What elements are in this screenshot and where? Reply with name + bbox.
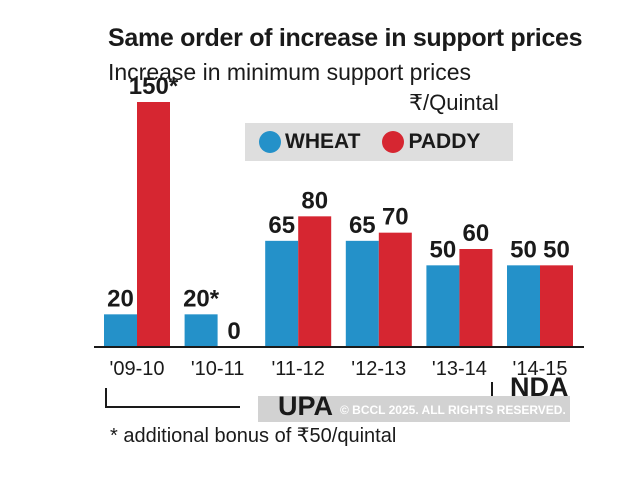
bar-value-label-wheat-4: 50 (430, 236, 457, 263)
x-tick-label-5: '14-15 (513, 358, 568, 380)
bar-value-label-paddy-4: 60 (463, 220, 490, 247)
legend-item-paddy: PADDY (382, 130, 480, 154)
bar-paddy-3 (378, 232, 412, 347)
x-tick-label-3: '12-13 (351, 358, 406, 380)
copyright-notice: © BCCL 2025. ALL RIGHTS RESERVED. (340, 403, 566, 417)
bar-wheat-3 (345, 240, 379, 347)
footnote: * additional bonus of ₹50/quintal (110, 425, 397, 447)
bar-wheat-4 (426, 265, 460, 347)
paddy-swatch-icon (382, 131, 405, 153)
chart-subtitle: Increase in minimum support prices (108, 59, 472, 85)
bar-value-label-wheat-3: 65 (349, 212, 376, 239)
bar-value-label-paddy-5: 50 (543, 236, 570, 263)
upa-band (258, 396, 570, 422)
chart-title: Same order of increase in support prices (108, 24, 583, 52)
bar-value-label-wheat-5: 50 (510, 236, 537, 263)
unit-label: ₹/Quintal (409, 90, 499, 115)
bar-value-label-wheat-2: 65 (268, 212, 295, 239)
nda-group-label: NDA (510, 372, 569, 402)
upa-bracket-vertical (105, 388, 107, 408)
bar-paddy-2 (298, 216, 332, 347)
bar-value-label-wheat-1: 20* (183, 285, 220, 312)
bar-value-label-paddy-1: 0 (227, 318, 240, 345)
x-tick-label-4: '13-14 (432, 358, 487, 380)
x-tick-label-0: '09-10 (110, 358, 165, 380)
bar-paddy-0 (137, 102, 170, 347)
legend-item-wheat: WHEAT (259, 130, 360, 154)
bar-wheat-5 (507, 265, 540, 347)
bar-wheat-1 (184, 314, 218, 347)
bar-paddy-4 (459, 249, 493, 347)
wheat-swatch-icon (259, 131, 281, 153)
upa-group-label: UPA (278, 391, 334, 421)
legend-label-paddy: PADDY (408, 130, 481, 153)
bar-value-label-paddy-2: 80 (301, 187, 328, 214)
legend-label-wheat: WHEAT (285, 130, 361, 153)
bar-wheat-2 (265, 240, 299, 347)
x-tick-label-2: '11-12 (271, 358, 325, 380)
upa-bracket-horizontal (105, 406, 240, 408)
bar-wheat-0 (104, 314, 137, 347)
x-tick-label-1: '10-11 (191, 358, 245, 380)
legend: WHEAT PADDY (245, 123, 513, 161)
nda-bracket-vertical (491, 382, 493, 398)
bar-value-label-wheat-0: 20 (107, 285, 134, 312)
bar-value-label-paddy-0: 150* (129, 73, 179, 100)
bar-paddy-5 (540, 265, 573, 347)
bar-value-label-paddy-3: 70 (382, 204, 409, 231)
